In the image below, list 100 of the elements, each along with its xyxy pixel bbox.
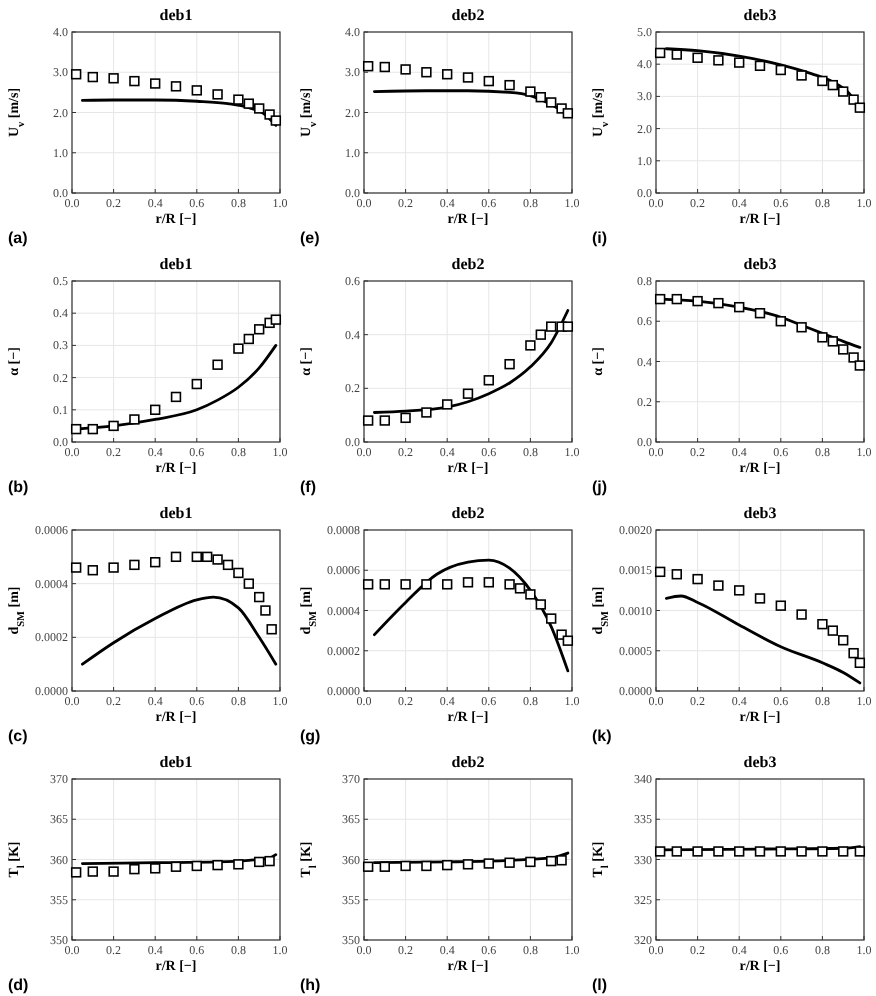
point <box>362 415 374 426</box>
point <box>202 551 213 563</box>
point <box>150 404 161 415</box>
point <box>483 577 494 588</box>
point <box>504 79 515 91</box>
point <box>421 67 432 78</box>
point <box>442 69 453 80</box>
point <box>70 69 82 80</box>
point <box>150 557 161 568</box>
point <box>483 375 494 386</box>
point <box>170 551 182 563</box>
point <box>525 589 536 600</box>
text: (k) <box>592 727 613 745</box>
point <box>379 579 390 590</box>
text: (e) <box>300 229 321 247</box>
chart-title: deb2 <box>451 753 485 771</box>
chart-title: deb3 <box>743 255 777 273</box>
point <box>525 340 536 351</box>
point <box>87 565 98 576</box>
point <box>854 657 866 669</box>
point <box>654 47 666 59</box>
chart-title: deb2 <box>451 6 485 24</box>
point <box>212 89 223 100</box>
point <box>233 567 244 579</box>
point <box>254 591 265 603</box>
point <box>535 599 546 610</box>
point <box>150 78 161 89</box>
point <box>827 336 838 347</box>
chart-title: deb1 <box>159 6 193 24</box>
text: (h) <box>300 976 322 994</box>
point <box>379 61 390 73</box>
point <box>854 102 866 113</box>
text: (g) <box>300 727 322 745</box>
point <box>191 85 202 96</box>
point <box>400 412 411 424</box>
text: (d) <box>8 976 30 994</box>
point <box>514 583 526 594</box>
point <box>546 613 557 624</box>
point <box>362 579 374 590</box>
point <box>421 579 432 590</box>
point <box>562 635 574 646</box>
point <box>212 554 223 565</box>
point <box>483 75 494 87</box>
point <box>817 332 828 343</box>
point <box>838 635 849 646</box>
text: (a) <box>8 229 29 247</box>
point <box>754 593 766 604</box>
point <box>848 647 859 659</box>
point <box>270 314 282 325</box>
point <box>775 600 786 611</box>
point <box>87 71 98 83</box>
text: (i) <box>592 229 608 247</box>
point <box>421 407 432 418</box>
point <box>254 324 265 335</box>
point <box>775 316 786 327</box>
point <box>713 297 724 309</box>
point <box>70 562 82 573</box>
chart-title: deb1 <box>159 255 193 273</box>
point <box>504 358 515 370</box>
point <box>546 321 557 332</box>
line-series <box>373 558 570 673</box>
point <box>775 64 786 76</box>
text: (b) <box>8 478 30 496</box>
point <box>546 97 557 108</box>
point <box>270 115 282 126</box>
point <box>754 308 766 319</box>
chart-title: deb2 <box>451 255 485 273</box>
point <box>734 585 745 596</box>
point <box>254 103 265 114</box>
point <box>108 562 119 573</box>
point <box>525 86 536 97</box>
point <box>692 295 703 307</box>
point <box>260 605 271 616</box>
point <box>379 415 390 426</box>
point <box>442 399 453 410</box>
point <box>400 64 411 75</box>
point <box>129 414 140 425</box>
point <box>796 609 807 620</box>
point <box>713 55 724 66</box>
point <box>362 61 374 72</box>
point <box>266 624 277 635</box>
point <box>400 579 411 590</box>
point <box>191 378 202 390</box>
point <box>562 108 574 119</box>
point <box>817 618 828 630</box>
chart-title: deb3 <box>743 753 777 771</box>
point <box>87 423 98 435</box>
point <box>754 60 766 72</box>
point <box>233 343 244 354</box>
point <box>222 559 234 571</box>
point <box>108 420 119 432</box>
point <box>713 580 724 591</box>
point <box>233 94 244 105</box>
point <box>827 79 838 91</box>
point <box>854 360 866 371</box>
point <box>796 70 807 81</box>
text: (c) <box>8 727 29 745</box>
point <box>170 391 182 403</box>
point <box>108 73 119 84</box>
point <box>796 322 807 333</box>
